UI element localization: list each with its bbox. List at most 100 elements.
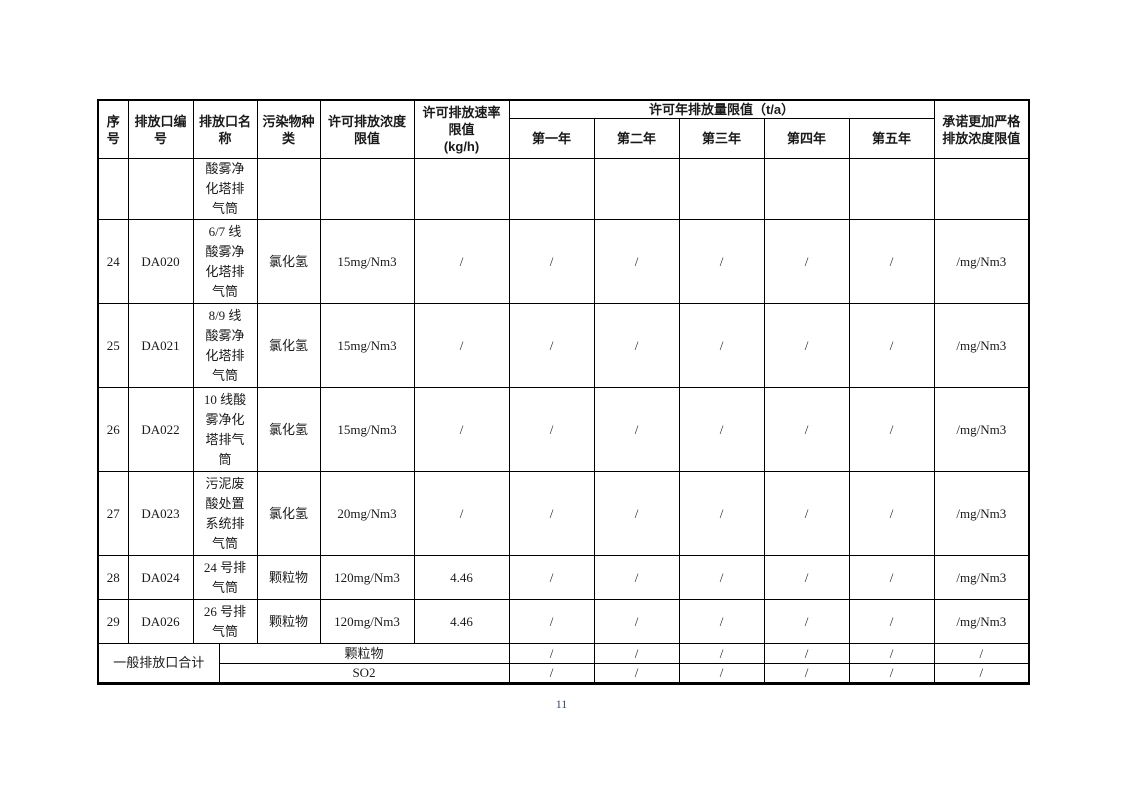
cell-pollutant: 氯化氢: [256, 303, 321, 388]
cell-year-5: /: [848, 219, 935, 304]
cell-year-4: /: [763, 599, 850, 644]
cell-outlet-code: DA020: [127, 219, 194, 304]
cell-year-1: /: [508, 219, 595, 304]
cell-serial: 29: [97, 599, 129, 644]
cell-conc-limit: 120mg/Nm3: [319, 555, 415, 600]
cell-stricter-limit: /mg/Nm3: [933, 387, 1030, 472]
col-header-stricter-limit: 承诺更加严格 排放浓度限值: [933, 99, 1030, 159]
col-header-serial: 序号: [97, 99, 129, 159]
cell-year-2: /: [593, 471, 680, 556]
cell-year-5: /: [848, 663, 935, 684]
cell-year-2: /: [593, 303, 680, 388]
cell-year-4: /: [763, 303, 850, 388]
cell-year-3: /: [678, 303, 765, 388]
table-row-continued: 酸雾净 化塔排 气筒: [97, 158, 1030, 220]
cell-outlet-name: 24 号排 气筒: [192, 555, 258, 600]
cell-serial: 28: [97, 555, 129, 600]
cell-year-2: /: [593, 663, 680, 684]
cell-outlet-code: DA021: [127, 303, 194, 388]
cell-conc-limit: 15mg/Nm3: [319, 219, 415, 304]
cell-pollutant: 颗粒物: [256, 555, 321, 600]
cell-year-1: [508, 158, 595, 220]
cell-year-2: [593, 158, 680, 220]
table-row-29: 29 DA026 26 号排 气筒 颗粒物 120mg/Nm3 4.46 / /…: [97, 599, 1030, 644]
cell-year-2: /: [593, 555, 680, 600]
summary-row-particulates: 一般排放口合计 颗粒物 / / / / / /: [97, 643, 1030, 684]
table-row-27: 27 DA023 污泥废 酸处置 系统排 气筒 氯化氢 20mg/Nm3 / /…: [97, 471, 1030, 556]
cell-year-2: /: [593, 643, 680, 664]
cell-year-5: [848, 158, 935, 220]
cell-year-2: /: [593, 599, 680, 644]
cell-year-2: /: [593, 387, 680, 472]
cell-year-5: /: [848, 643, 935, 664]
cell-conc-limit: 15mg/Nm3: [319, 387, 415, 472]
col-header-year-1: 第一年: [508, 118, 595, 159]
cell-serial: [97, 158, 129, 220]
cell-pollutant: 氯化氢: [256, 471, 321, 556]
cell-outlet-name: 酸雾净 化塔排 气筒: [192, 158, 258, 220]
cell-year-3: /: [678, 555, 765, 600]
cell-year-4: /: [763, 471, 850, 556]
summary-row-so2: SO2 / / / / / /: [98, 663, 1030, 684]
cell-year-1: /: [508, 471, 595, 556]
table-row-28: 28 DA024 24 号排 气筒 颗粒物 120mg/Nm3 4.46 / /…: [97, 555, 1030, 600]
col-header-year-5: 第五年: [848, 118, 935, 159]
col-header-year-2: 第二年: [593, 118, 680, 159]
cell-rate-limit: 4.46: [413, 599, 510, 644]
cell-year-5: /: [848, 471, 935, 556]
cell-stricter-limit: /mg/Nm3: [933, 471, 1030, 556]
table-row-25: 25 DA021 8/9 线 酸雾净 化塔排 气筒 氯化氢 15mg/Nm3 /…: [97, 303, 1030, 388]
cell-rate-limit: /: [413, 219, 510, 304]
cell-outlet-code: DA023: [127, 471, 194, 556]
cell-year-1: /: [508, 387, 595, 472]
summary-label: 一般排放口合计: [97, 643, 220, 684]
cell-pollutant: [256, 158, 321, 220]
cell-rate-limit: /: [413, 471, 510, 556]
cell-year-4: /: [763, 387, 850, 472]
cell-year-3: /: [678, 663, 765, 684]
cell-outlet-code: DA026: [127, 599, 194, 644]
cell-year-5: /: [848, 387, 935, 472]
cell-year-2: /: [593, 219, 680, 304]
cell-stricter-limit: /mg/Nm3: [933, 219, 1030, 304]
table-header-row-2: 第一年 第二年 第三年 第四年 第五年: [98, 118, 1029, 159]
cell-conc-limit: 120mg/Nm3: [319, 599, 415, 644]
cell-conc-limit: [319, 158, 415, 220]
cell-conc-limit: 15mg/Nm3: [319, 303, 415, 388]
cell-outlet-name: 污泥废 酸处置 系统排 气筒: [192, 471, 258, 556]
cell-stricter-limit: [933, 158, 1030, 220]
cell-rate-limit: /: [413, 303, 510, 388]
cell-stricter-limit: /mg/Nm3: [933, 555, 1030, 600]
cell-outlet-name: 10 线酸 雾净化 塔排气 筒: [192, 387, 258, 472]
cell-outlet-name: 6/7 线 酸雾净 化塔排 气筒: [192, 219, 258, 304]
cell-year-1: /: [508, 555, 595, 600]
cell-rate-limit: /: [413, 387, 510, 472]
table-row-24: 24 DA020 6/7 线 酸雾净 化塔排 气筒 氯化氢 15mg/Nm3 /…: [97, 219, 1030, 304]
cell-year-5: /: [848, 303, 935, 388]
cell-year-5: /: [848, 599, 935, 644]
col-header-year-3: 第三年: [678, 118, 765, 159]
cell-pollutant: 氯化氢: [256, 387, 321, 472]
cell-year-3: /: [678, 219, 765, 304]
cell-stricter-limit: /mg/Nm3: [933, 303, 1030, 388]
cell-outlet-code: [127, 158, 194, 220]
emission-limits-table: 序号 排放口编 号 排放口名 称 污染物种 类 许可排放浓度 限值 许可排放速率…: [97, 99, 1031, 685]
cell-year-1: /: [508, 643, 595, 664]
cell-outlet-name: 26 号排 气筒: [192, 599, 258, 644]
cell-year-3: /: [678, 599, 765, 644]
cell-serial: 25: [97, 303, 129, 388]
cell-rate-limit: [413, 158, 510, 220]
cell-serial: 26: [97, 387, 129, 472]
cell-year-3: [678, 158, 765, 220]
cell-outlet-name: 8/9 线 酸雾净 化塔排 气筒: [192, 303, 258, 388]
col-header-pollutant-type: 污染物种 类: [256, 99, 321, 159]
cell-stricter-limit: /: [933, 663, 1030, 684]
cell-year-1: /: [508, 663, 595, 684]
cell-pollutant: 颗粒物: [256, 599, 321, 644]
page-number: 11: [555, 697, 568, 711]
cell-year-4: /: [763, 219, 850, 304]
cell-year-4: /: [763, 555, 850, 600]
cell-stricter-limit: /mg/Nm3: [933, 599, 1030, 644]
cell-conc-limit: 20mg/Nm3: [319, 471, 415, 556]
table-header-row-1: 序号 排放口编 号 排放口名 称 污染物种 类 许可排放浓度 限值 许可排放速率…: [97, 99, 1030, 159]
